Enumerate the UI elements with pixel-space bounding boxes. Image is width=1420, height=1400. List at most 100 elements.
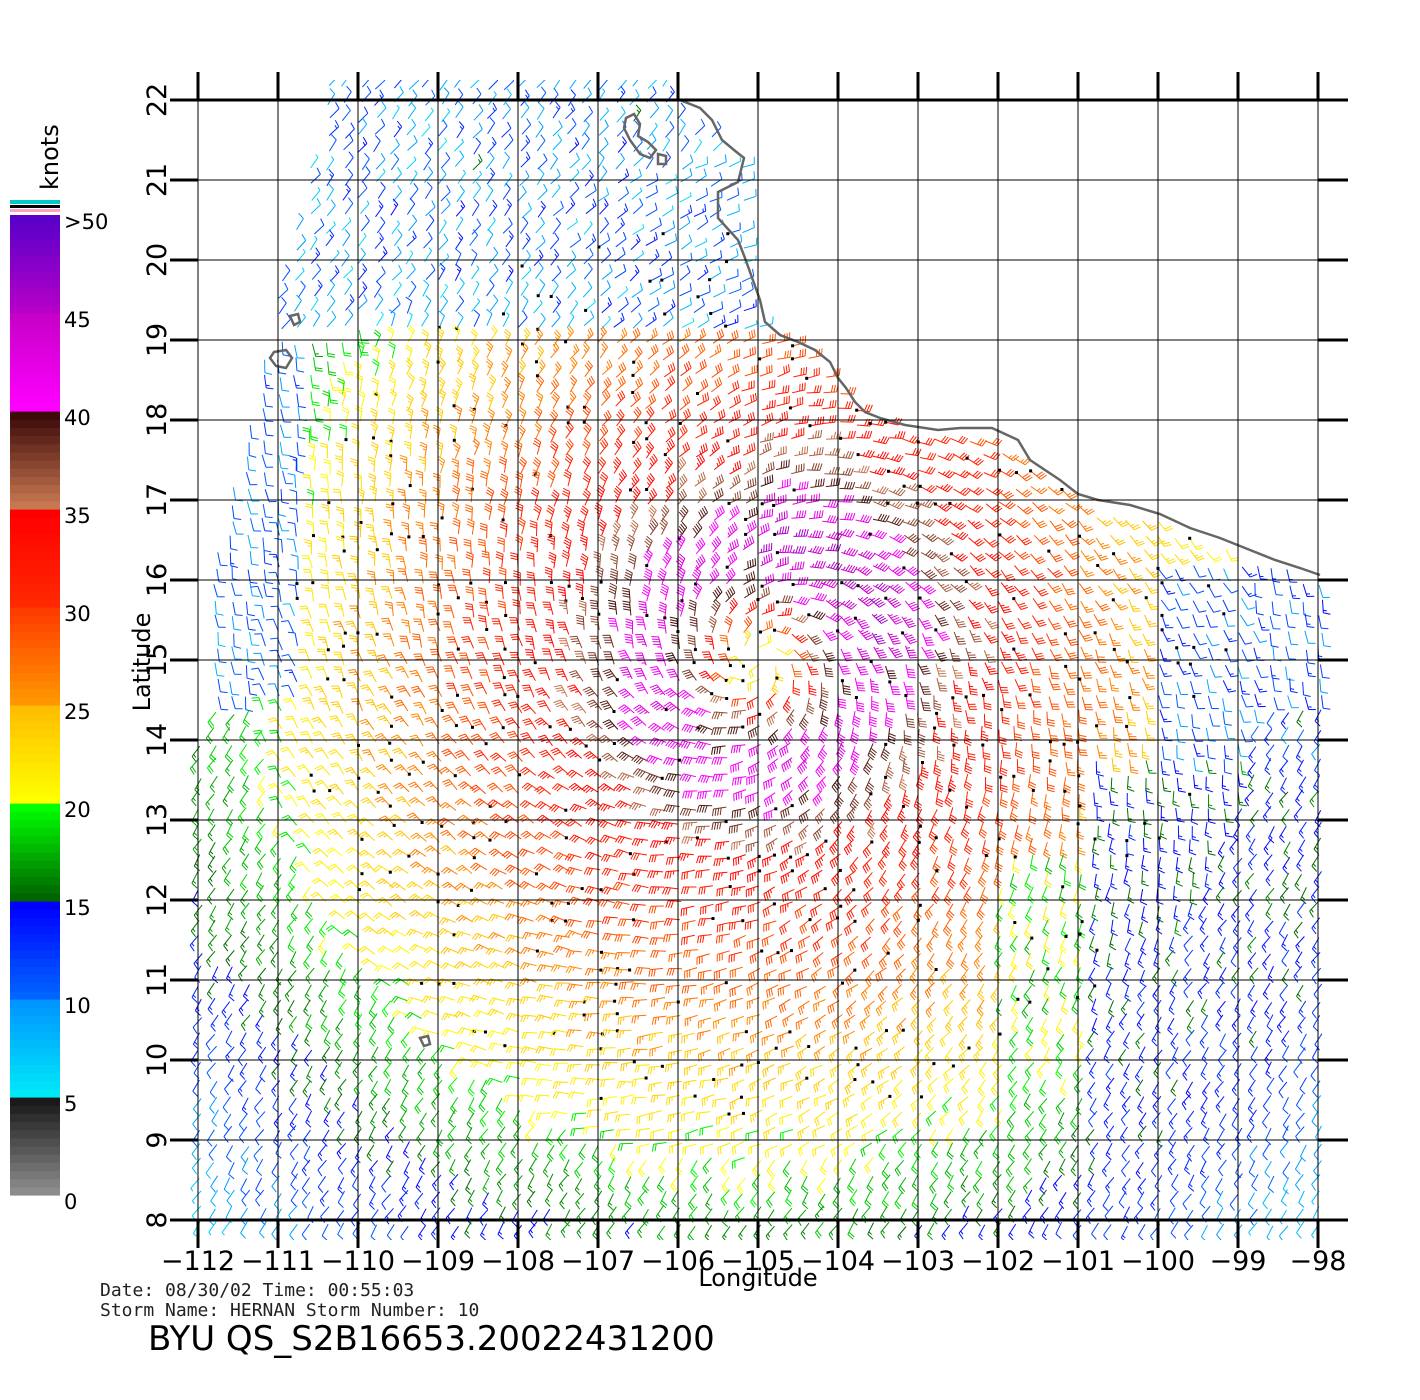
x-tick-label: −99 [1210,1246,1267,1277]
colorbar-cell [10,337,60,347]
colorbar-cell [10,958,60,967]
y-tick-labels: 8 9 10 11 12 13 14 15 16 17 18 19 20 21 22 [142,83,173,1229]
colorbar-label: 15 [64,896,91,920]
colorbar-cell [10,574,60,584]
colorbar-cell [10,639,60,649]
colorbar-cell [10,1072,60,1082]
colorbar-cell [10,239,60,249]
y-tick-label: 10 [142,1043,173,1077]
colorbar-cell [10,247,60,257]
x-tick-label: −104 [801,1246,875,1277]
colorbar-cell [10,1137,60,1147]
colorbar-cell [10,1146,60,1155]
y-tick-label: 11 [142,963,173,997]
colorbar-cell [10,737,60,747]
colorbar-cell [10,264,60,273]
colorbar-cell [10,868,60,878]
colorbar-cell [10,1097,60,1106]
island-clarion [418,1034,432,1048]
colorbar-cell [10,402,60,412]
x-tick-label: −109 [401,1246,475,1277]
x-tick-label: −111 [241,1246,315,1277]
colorbar: knots >50 45 40 35 30 25 20 15 10 5 0 [10,124,108,1214]
x-tick-label: −106 [641,1246,715,1277]
colorbar-cell [10,1007,60,1016]
colorbar-cell [10,329,60,339]
file-id: BYU QS_S2B16653.20022431200 [148,1319,715,1359]
colorbar-cell [10,1056,60,1065]
y-tick-label: 17 [142,483,173,517]
x-axis-title: Longitude [698,1264,817,1292]
colorbar-label: 45 [64,308,91,332]
colorbar-cell [10,394,60,404]
colorbar-cell [10,304,60,314]
colorbar-label: 5 [64,1092,77,1116]
colorbar-cell [10,672,60,682]
colorbar-cell [10,1178,60,1188]
colorbar-cell [10,427,60,437]
colorbar-label: 40 [64,406,91,430]
colorbar-cell [10,1048,60,1057]
colorbar-cell [10,1154,60,1163]
colorbar-cell [10,884,60,894]
colorbar-cell [10,460,60,469]
colorbar-cell [10,272,60,281]
colorbar-cell [10,500,60,510]
colorbar-cell [10,1113,60,1123]
colorbar-cell [10,729,60,739]
colorbar-cell [10,607,60,616]
colorbar-cell [10,533,60,543]
x-tick-label: −112 [161,1246,235,1277]
colorbar-cell [10,990,60,1000]
colorbar-cell [10,713,60,722]
y-tick-label: 13 [142,803,173,837]
colorbar-cell [10,745,60,755]
colorbar-cell [10,1031,60,1041]
colorbar-cell [10,680,60,690]
colorbar-cell [10,925,60,935]
colorbar-cell [10,598,60,608]
y-tick-label: 12 [142,883,173,917]
colorbar-cell [10,378,60,388]
colorbar-cell [10,1162,60,1172]
colorbar-cell [10,999,60,1008]
colorbar-cell [10,656,60,665]
colorbar-cell [10,909,60,918]
colorbar-cell [10,451,60,461]
colorbar-cell [10,386,60,396]
colorbar-cell [10,1088,60,1098]
colorbar-cell [10,664,60,673]
colorbar-cell [10,1105,60,1114]
colorbar-cell [10,623,60,633]
colorbar-cell [10,558,60,567]
colorbar-cell [10,876,60,886]
colorbar-cell [10,549,60,559]
x-tick-label: −103 [881,1246,955,1277]
colorbar-cell [10,835,60,845]
colorbar-cap-black [10,205,60,208]
colorbar-cell [10,582,60,592]
colorbar-cell [10,362,60,371]
colorbar-cell [10,860,60,869]
storm-info-line: Storm Name: HERNAN Storm Number: 10 [100,1300,479,1321]
y-axis-title: Latitude [128,613,156,712]
colorbar-cell [10,1186,60,1196]
colorbar-cell [10,852,60,861]
island-tres-marias-1 [622,112,658,160]
y-tick-label: 14 [142,723,173,757]
wind-barb-field [189,80,1332,1240]
colorbar-cell [10,794,60,804]
colorbar-cell [10,1129,60,1139]
colorbar-cell [10,517,60,526]
y-tick-label: 21 [142,163,173,197]
colorbar-cell [10,255,60,265]
colorbar-cell [10,843,60,853]
colorbar-cell [10,296,60,306]
colorbar-cell [10,353,60,363]
x-tick-label: −102 [961,1246,1035,1277]
colorbar-title: knots [36,124,64,190]
colorbar-cell [10,819,60,829]
y-tick-label: 8 [142,1211,173,1228]
x-tick-labels: −112 −111 −110 −109 −108 −107 −106 −105 −104 −103… [161,1246,1347,1277]
x-tick-label: −100 [1121,1246,1195,1277]
